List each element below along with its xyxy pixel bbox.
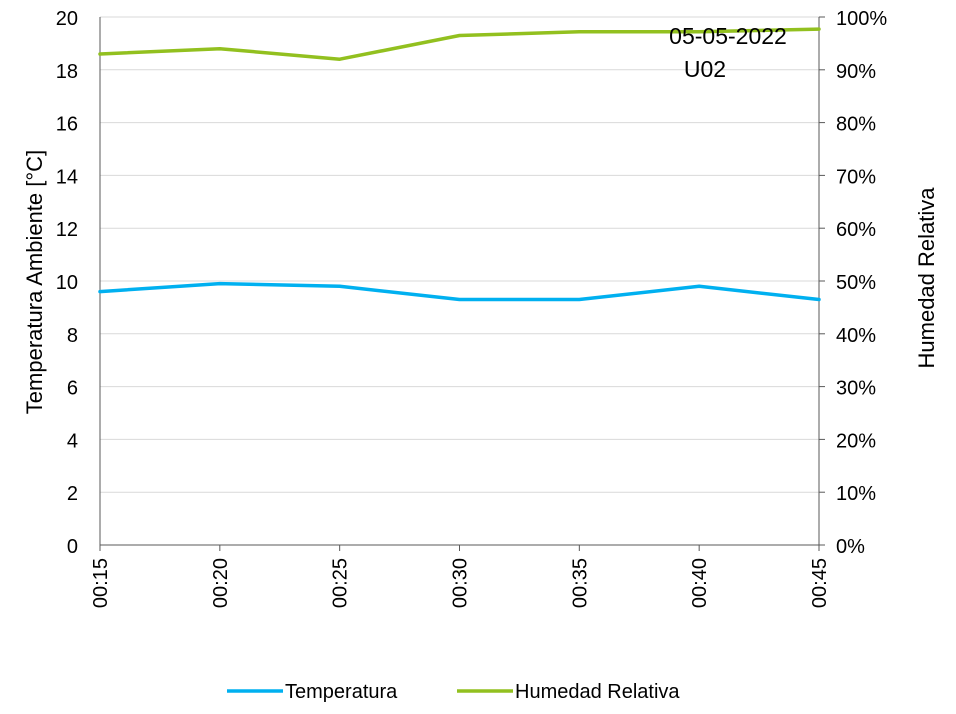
y2-tick-label: 50% [836, 272, 876, 294]
data-point [218, 47, 222, 51]
y2-tick-label: 0% [836, 536, 865, 558]
y-tick-label: 10 [56, 272, 78, 294]
legend-label-2: Humedad Relativa [515, 681, 680, 703]
data-point [697, 284, 701, 288]
gridlines [100, 16, 819, 493]
data-point [338, 57, 342, 61]
y2-tick-label: 10% [836, 483, 876, 505]
series-lines [98, 27, 821, 302]
y2-tick-label: 40% [836, 325, 876, 347]
data-point [817, 27, 821, 31]
y2-tick-label: 30% [836, 378, 876, 400]
axes: 0 2 4 6 8 10 12 14 16 18 20 0% 10% 20% 30% 40% 50% 60% 70%… [56, 8, 888, 608]
data-point [98, 52, 102, 56]
x-tick-label: 00:40 [689, 558, 711, 608]
y-axis-title: Temperatura Ambiente [°C] [22, 150, 47, 414]
y-tick-label: 14 [56, 166, 78, 188]
data-point [817, 297, 821, 301]
annotation-unit: U02 [684, 56, 726, 82]
y2-tick-label: 20% [836, 430, 876, 452]
y-tick-label: 20 [56, 8, 78, 30]
y-tick-label: 18 [56, 61, 78, 83]
y2-tick-label: 60% [836, 219, 876, 241]
y2-tick-label: 100% [836, 8, 887, 30]
annotation-date: 05-05-2022 [669, 23, 787, 49]
y-tick-label: 16 [56, 114, 78, 136]
data-point [458, 33, 461, 37]
y-tick-label: 4 [67, 430, 78, 452]
y-tick-label: 2 [67, 483, 78, 505]
y2-tick-label: 80% [836, 114, 876, 136]
x-tick-label: 00:25 [330, 558, 352, 608]
data-point [458, 297, 461, 301]
y2-axis-title: Humedad Relativa [914, 187, 939, 369]
y-tick-label: 6 [67, 378, 78, 400]
y2-tick-label: 70% [836, 166, 876, 188]
legend: Temperatura Humedad Relativa [227, 681, 680, 703]
data-point [98, 290, 102, 294]
y-tick-label: 0 [67, 536, 78, 558]
x-tick-label: 00:30 [450, 558, 472, 608]
x-tick-label: 00:20 [210, 558, 232, 608]
data-point [577, 297, 581, 301]
x-tick-label: 00:15 [90, 558, 112, 608]
legend-label-1: Temperatura [285, 681, 398, 703]
series-line-1 [98, 281, 821, 302]
y2-tick-label: 90% [836, 61, 876, 83]
x-tick-label: 00:45 [809, 558, 831, 608]
x-tick-label: 00:35 [569, 558, 591, 608]
y-tick-label: 12 [56, 219, 78, 241]
data-point [577, 30, 581, 34]
data-point [338, 284, 342, 288]
y-tick-label: 8 [67, 325, 78, 347]
data-point [697, 30, 701, 34]
data-point [218, 282, 222, 286]
